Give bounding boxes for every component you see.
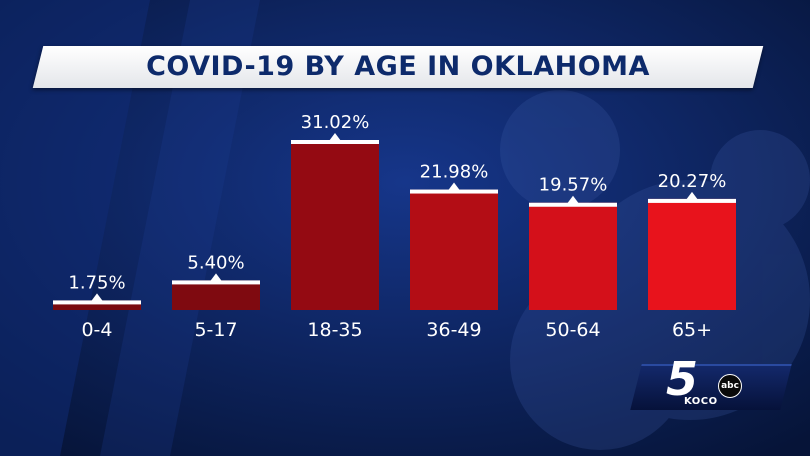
bar-cap-pointer — [329, 133, 341, 141]
station-logo: 5 abc KOCO — [630, 352, 792, 412]
bar-cap — [53, 300, 141, 305]
bar-cap — [172, 280, 260, 285]
data-label: 20.27% — [658, 171, 727, 192]
logo-number: 5 — [666, 352, 699, 406]
data-label: 31.02% — [301, 112, 370, 133]
data-label: 1.75% — [68, 272, 125, 293]
chart-title: COVID-19 BY AGE IN OKLAHOMA — [146, 51, 650, 82]
bar-cap-pointer — [686, 191, 698, 200]
bar-cap-pointer — [567, 195, 579, 204]
bar-36-49 — [410, 189, 498, 310]
category-label: 50-64 — [545, 319, 600, 341]
category-label: 0-4 — [81, 319, 112, 341]
bar-cap — [648, 198, 736, 203]
bar-cap-pointer — [448, 182, 460, 191]
bar-cap — [529, 202, 617, 207]
bar-cap-pointer — [210, 273, 222, 282]
bar-5-17 — [172, 280, 260, 310]
bar-18-35 — [291, 140, 379, 310]
category-label: 36-49 — [426, 319, 481, 341]
data-label: 5.40% — [187, 252, 244, 273]
bar-cap — [410, 189, 498, 194]
logo-call-sign: KOCO — [684, 396, 718, 407]
data-label: 19.57% — [539, 175, 608, 196]
bar-50-64 — [529, 202, 617, 310]
category-label: 5-17 — [194, 319, 237, 341]
category-label: 65+ — [672, 319, 712, 341]
data-label: 21.98% — [420, 162, 489, 183]
logo-network: abc — [718, 374, 742, 398]
bar-0-4 — [53, 300, 141, 310]
category-label: 18-35 — [307, 319, 362, 341]
bar-cap — [291, 140, 379, 144]
bar-65+ — [648, 198, 736, 310]
bar-cap-pointer — [91, 293, 103, 302]
